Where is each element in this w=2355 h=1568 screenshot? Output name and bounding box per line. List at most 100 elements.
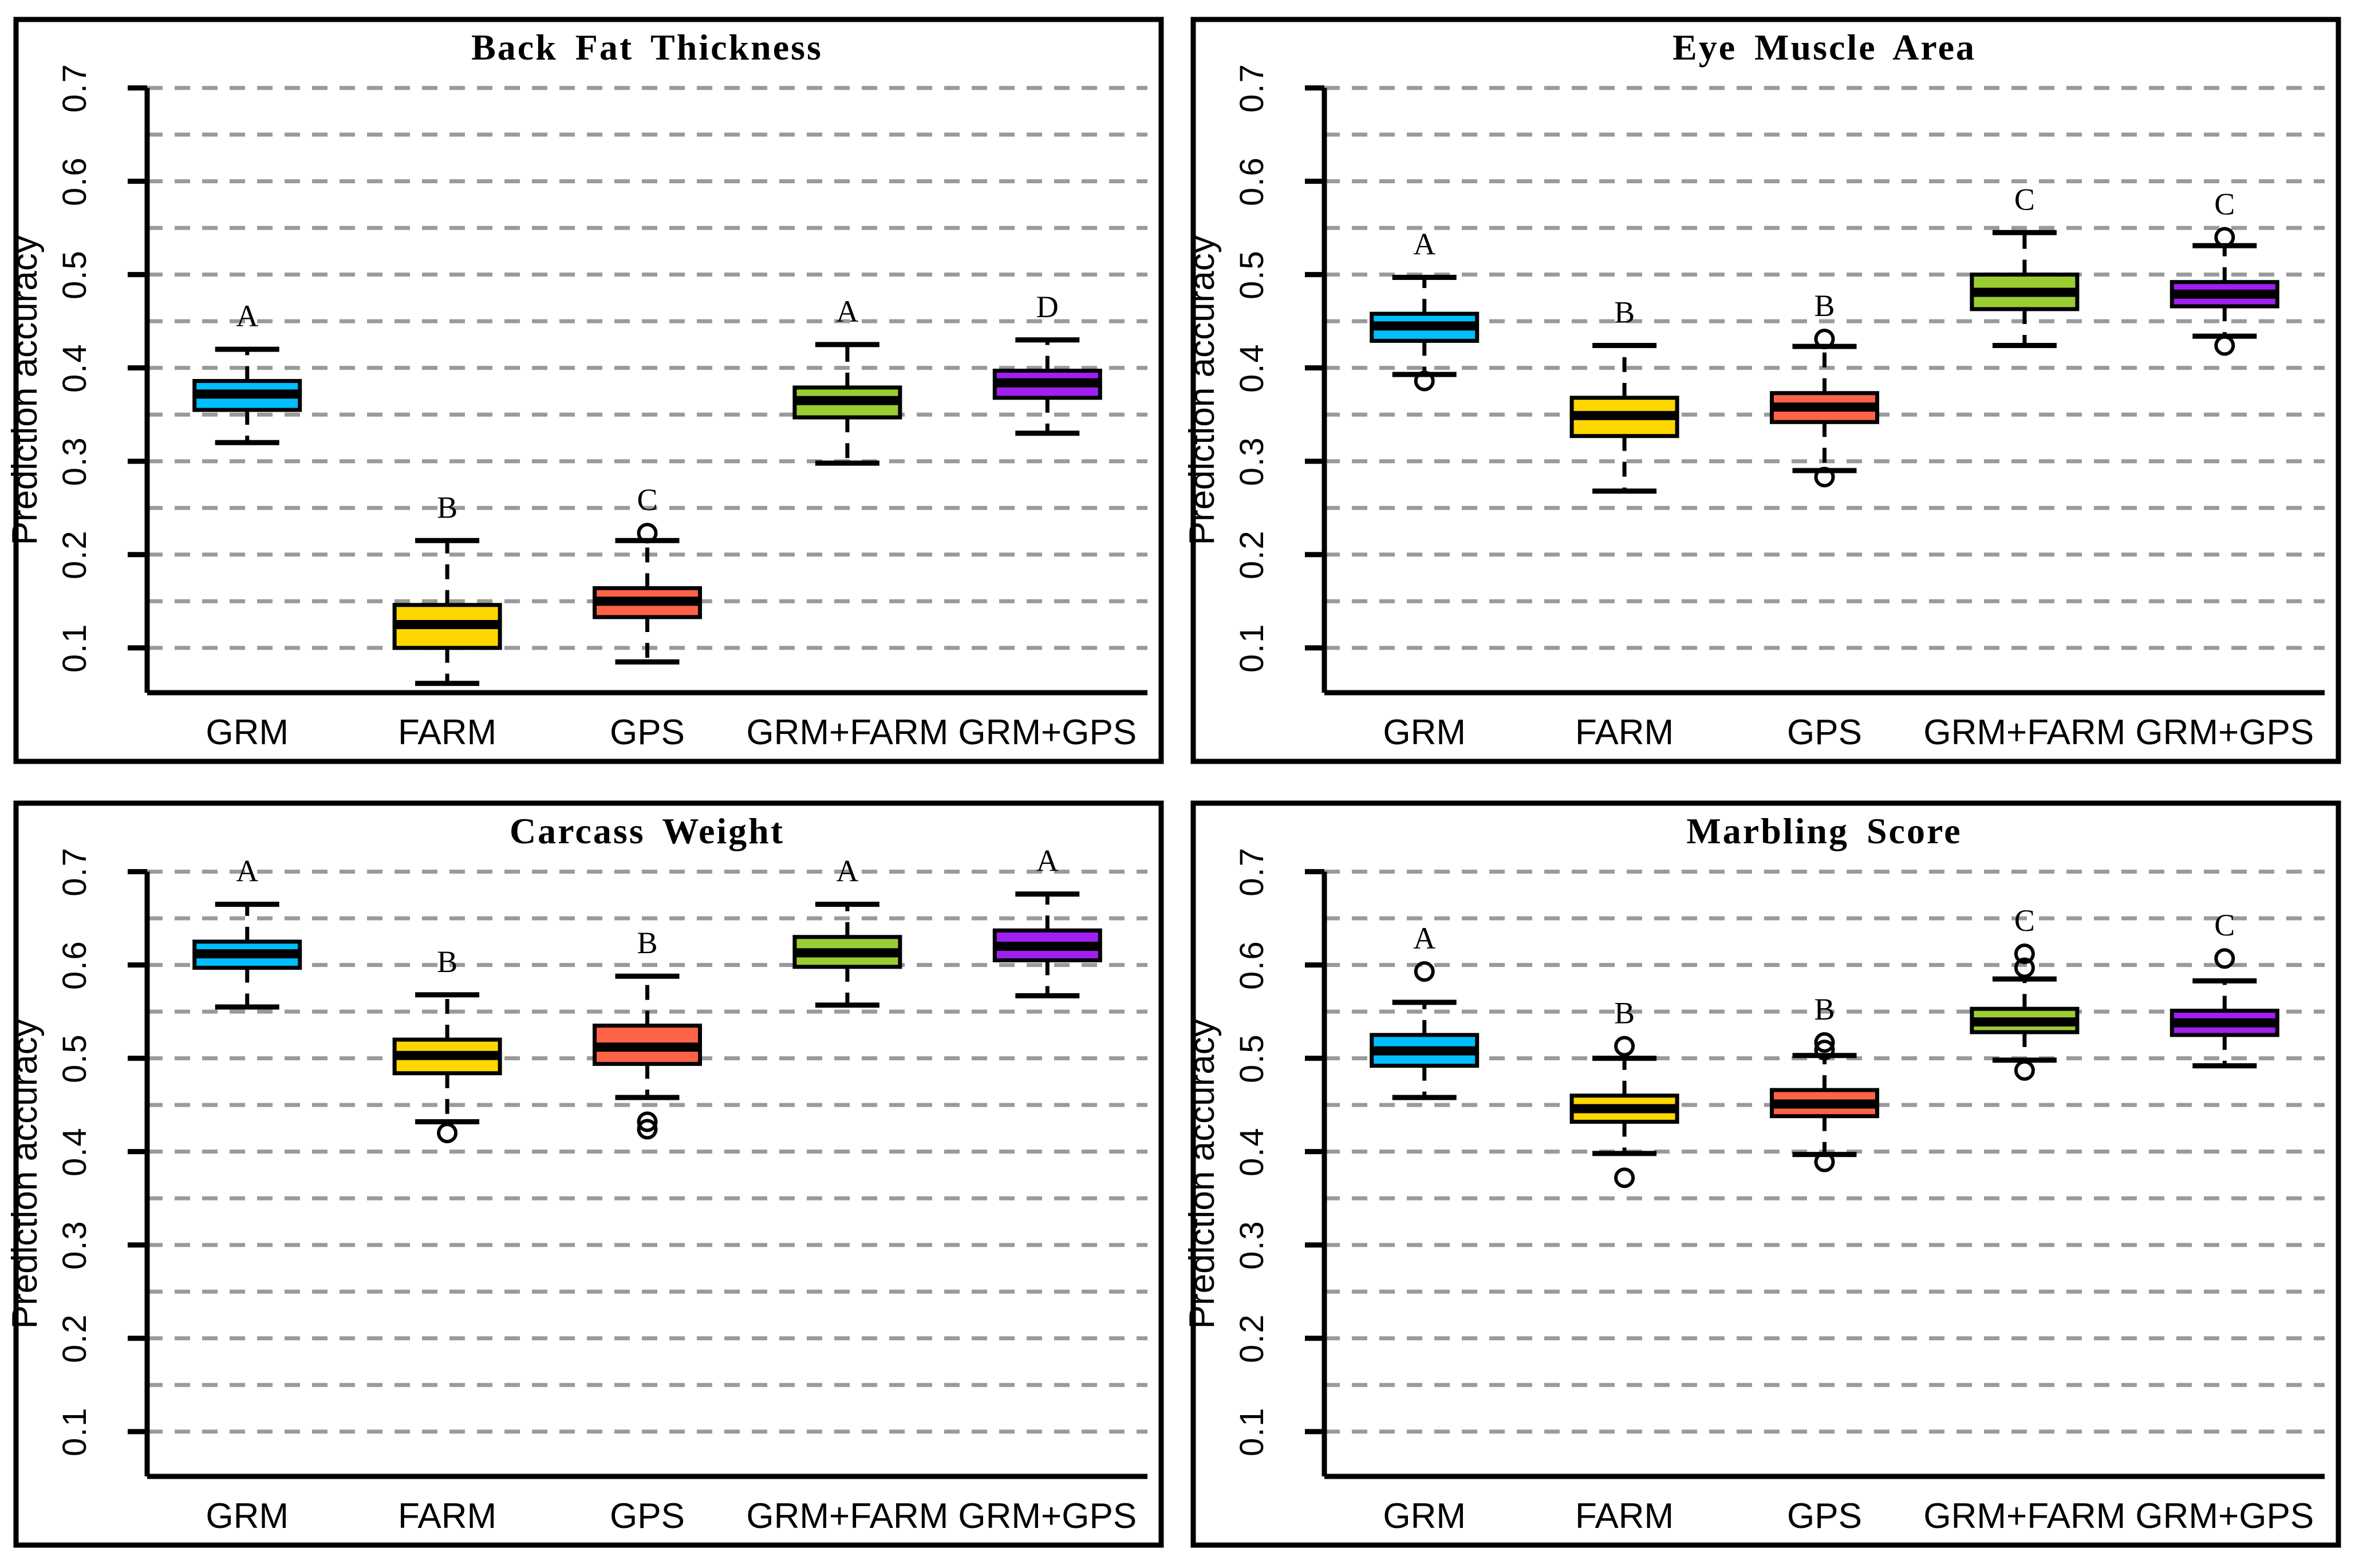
y-tick-label: 0.7 xyxy=(1233,847,1271,896)
y-tick-label: 0.2 xyxy=(56,1313,93,1363)
x-category-label: GRM+FARM xyxy=(746,1496,948,1536)
y-tick-label: 0.6 xyxy=(1233,156,1271,206)
y-tick-label: 0.2 xyxy=(1233,530,1271,579)
x-category-label: GRM xyxy=(1383,713,1466,752)
y-tick-label: 0.2 xyxy=(1233,1313,1271,1363)
boxplot-panel-marbling-score: 0.1 0.2 0.3 0.4 0.5 0.6 0.7 Prediction accuracy… xyxy=(1177,784,2354,1567)
significance-letter: A xyxy=(1036,844,1059,878)
y-tick-label: 0.7 xyxy=(1233,63,1271,113)
outlier-point xyxy=(1814,467,1835,488)
y-tick-label: 0.5 xyxy=(1233,1033,1271,1083)
panel-border xyxy=(13,800,1164,1548)
panel-title: Carcass Weight xyxy=(510,811,784,851)
y-tick-label: 0.4 xyxy=(1233,1127,1271,1176)
significance-letter: C xyxy=(637,483,657,517)
x-category-label: GRM xyxy=(1383,1496,1466,1536)
y-tick-label: 0.5 xyxy=(56,250,93,299)
significance-letter: A xyxy=(236,299,258,333)
x-category-label: FARM xyxy=(1575,713,1674,752)
y-tick-label: 0.4 xyxy=(56,343,93,393)
boxplot-panel-eye-muscle-area: 0.1 0.2 0.3 0.4 0.5 0.6 0.7 Prediction accuracy… xyxy=(1177,0,2354,784)
panel-title: Eye Muscle Area xyxy=(1672,27,1976,68)
x-category-label: GPS xyxy=(610,713,685,752)
significance-letter: B xyxy=(1614,295,1635,330)
significance-letter: B xyxy=(1614,996,1635,1030)
x-category-label: GPS xyxy=(610,1496,685,1536)
x-category-label: GPS xyxy=(1787,1496,1862,1536)
x-category-label: GRM+GPS xyxy=(2135,713,2314,752)
panel-border xyxy=(1190,17,2341,764)
significance-letter: B xyxy=(1814,289,1835,323)
x-category-label: GRM xyxy=(206,713,289,752)
y-tick-label: 0.7 xyxy=(56,63,93,113)
outlier-point xyxy=(1814,329,1835,350)
significance-letter: A xyxy=(1413,227,1435,262)
y-tick-label: 0.3 xyxy=(56,436,93,486)
y-axis-label: Prediction accuracy xyxy=(5,1019,45,1329)
outlier-point xyxy=(1414,961,1435,982)
y-tick-label: 0.4 xyxy=(1233,343,1271,393)
outlier-point xyxy=(2214,948,2235,969)
significance-letter: A xyxy=(1413,921,1435,955)
x-category-label: GPS xyxy=(1787,713,1862,752)
significance-letter: A xyxy=(836,854,858,888)
y-tick-label: 0.2 xyxy=(56,530,93,579)
x-category-label: GRM+GPS xyxy=(2135,1496,2314,1536)
y-tick-label: 0.1 xyxy=(1233,1407,1271,1456)
outlier-point xyxy=(2014,957,2035,978)
y-axis-label: Prediction accuracy xyxy=(1182,235,1222,545)
y-tick-label: 0.5 xyxy=(56,1033,93,1083)
outlier-point xyxy=(1414,370,1435,392)
outlier-point xyxy=(1614,1167,1635,1188)
y-tick-label: 0.1 xyxy=(56,623,93,673)
significance-letter: C xyxy=(2214,908,2235,942)
x-category-label: GRM xyxy=(206,1496,289,1536)
x-category-label: FARM xyxy=(398,713,496,752)
outlier-point xyxy=(437,1123,458,1144)
x-category-label: GRM+FARM xyxy=(1923,1496,2125,1536)
significance-letter: A xyxy=(836,294,858,329)
panel-title: Marbling Score xyxy=(1686,811,1962,851)
y-axis-label: Prediction accuracy xyxy=(5,235,45,545)
panel-title: Back Fat Thickness xyxy=(471,27,823,68)
y-tick-label: 0.6 xyxy=(1233,940,1271,990)
x-category-label: GRM+GPS xyxy=(958,1496,1137,1536)
significance-letter: B xyxy=(1814,992,1835,1026)
y-tick-label: 0.6 xyxy=(56,940,93,990)
outlier-point xyxy=(2014,943,2035,965)
outlier-point xyxy=(1814,1032,1835,1053)
outlier-point xyxy=(637,523,658,544)
x-category-label: GRM+FARM xyxy=(746,713,948,752)
outlier-point xyxy=(1614,1036,1635,1057)
significance-letter: C xyxy=(2014,182,2035,216)
y-tick-label: 0.7 xyxy=(56,847,93,896)
x-category-label: GRM+FARM xyxy=(1923,713,2125,752)
boxplot-panel-back-fat-thickness: 0.1 0.2 0.3 0.4 0.5 0.6 0.7 Prediction accuracy… xyxy=(0,0,1177,784)
outlier-point xyxy=(2014,1060,2035,1081)
outlier-point xyxy=(2214,335,2235,356)
significance-letter: C xyxy=(2014,903,2035,938)
y-tick-label: 0.4 xyxy=(56,1127,93,1176)
significance-letter: B xyxy=(437,945,457,979)
boxplot-panel-carcass-weight: 0.1 0.2 0.3 0.4 0.5 0.6 0.7 Prediction accuracy… xyxy=(0,784,1177,1567)
y-tick-label: 0.1 xyxy=(1233,623,1271,673)
y-tick-label: 0.1 xyxy=(56,1407,93,1456)
outlier-point xyxy=(2214,227,2235,248)
outlier-point xyxy=(637,1111,658,1132)
y-tick-label: 0.3 xyxy=(56,1220,93,1270)
significance-letter: C xyxy=(2214,187,2235,221)
y-axis-label: Prediction accuracy xyxy=(1182,1019,1222,1329)
y-tick-label: 0.3 xyxy=(1233,1220,1271,1270)
panel-border xyxy=(1190,800,2341,1548)
x-category-label: GRM+GPS xyxy=(958,713,1137,752)
significance-letter: D xyxy=(1036,290,1059,324)
outlier-point xyxy=(1814,1151,1835,1172)
x-category-label: FARM xyxy=(398,1496,496,1536)
significance-letter: A xyxy=(236,854,258,888)
outlier-point xyxy=(637,1119,658,1140)
panel-border xyxy=(13,17,1164,764)
significance-letter: B xyxy=(437,490,457,524)
x-category-label: FARM xyxy=(1575,1496,1674,1536)
y-tick-label: 0.6 xyxy=(56,156,93,206)
